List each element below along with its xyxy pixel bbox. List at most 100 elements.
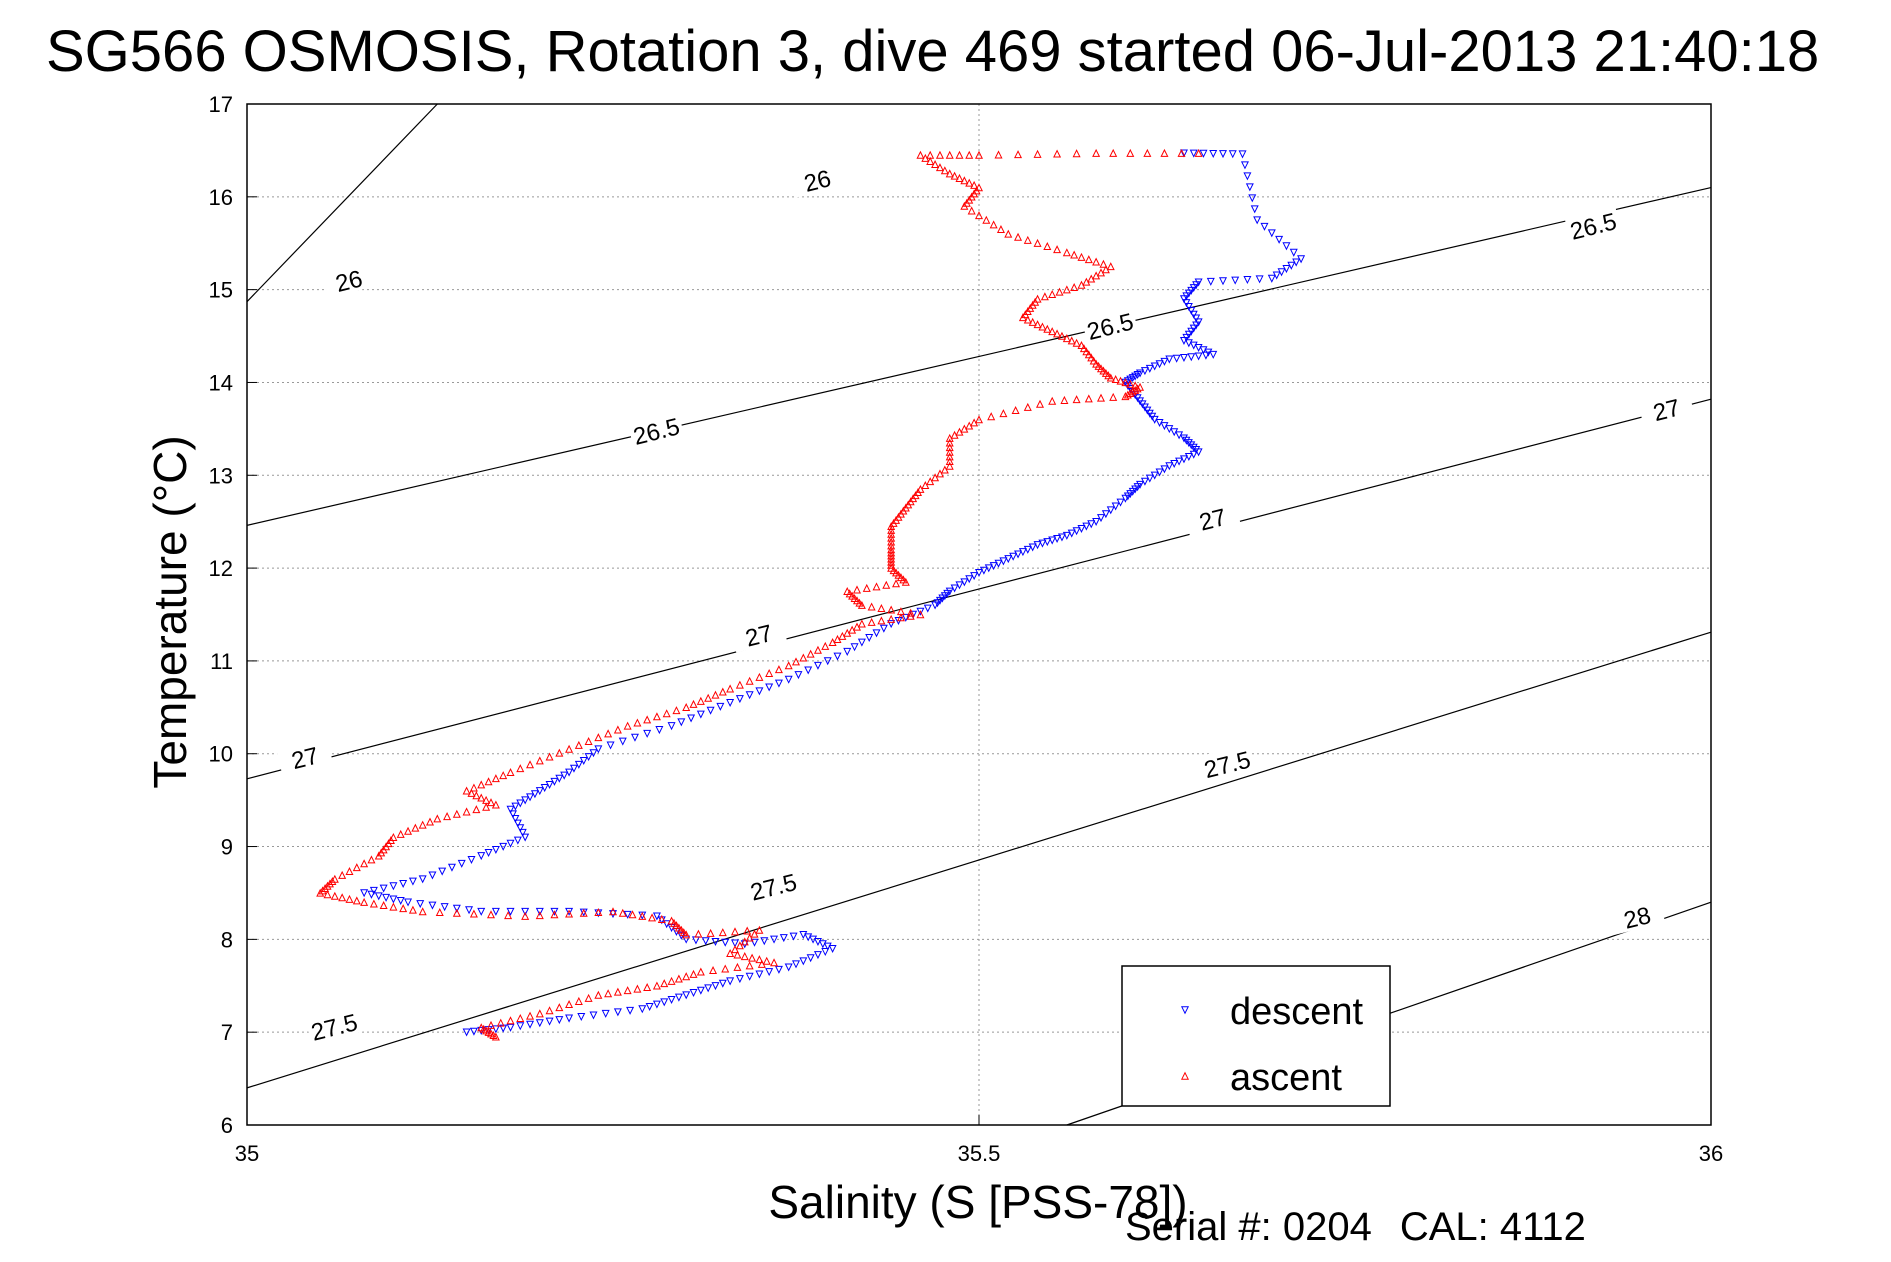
ascent-point <box>1070 282 1079 292</box>
ascent-point <box>352 863 361 872</box>
legend-box <box>1121 965 1391 1107</box>
ascent-point <box>1111 375 1120 384</box>
ascent-point <box>906 611 915 620</box>
ascent-point <box>887 605 896 614</box>
ascent-point <box>389 902 398 911</box>
ascent-point <box>965 421 974 430</box>
ascent-point <box>821 641 830 650</box>
ascent-point <box>1077 341 1086 350</box>
descent-point <box>1206 277 1215 286</box>
ascent-point <box>945 169 954 178</box>
descent-point <box>779 934 788 943</box>
ascent-point <box>452 809 461 818</box>
ascent-point <box>516 764 525 773</box>
ascent-point <box>743 926 752 935</box>
descent-point <box>521 907 530 916</box>
descent-point <box>857 638 866 647</box>
descent-point <box>545 1017 554 1026</box>
ascent-point <box>477 793 486 802</box>
ascent-point <box>526 760 535 769</box>
density-contour-27.5 <box>246 631 1712 1089</box>
ascent-point <box>535 756 544 765</box>
y-tick-label: 9 <box>221 835 233 860</box>
descent-point <box>931 601 940 610</box>
ascent-point <box>396 829 405 838</box>
descent-point <box>626 1006 635 1015</box>
contour-label-bg <box>730 614 787 653</box>
descent-point <box>1250 205 1259 214</box>
ascent-point <box>1116 376 1125 385</box>
ascent-point <box>965 195 974 204</box>
descent-point <box>1121 494 1130 503</box>
descent-point <box>1187 353 1196 362</box>
x-tick-label: 35 <box>235 1141 259 1166</box>
descent-point <box>706 706 715 715</box>
ascent-point <box>1053 329 1062 338</box>
ascent-point <box>1099 259 1108 268</box>
y-tick-label: 12 <box>209 556 233 581</box>
ascent-point <box>721 964 730 973</box>
descent-point <box>1179 354 1188 363</box>
ascent-point <box>682 703 691 712</box>
ascent-point <box>1043 324 1052 333</box>
descent-point <box>511 815 520 824</box>
ascent-point <box>1072 149 1081 158</box>
descent-point <box>1231 276 1240 285</box>
descent-point <box>689 989 698 998</box>
ascent-point <box>496 1018 505 1027</box>
ascent-point <box>1077 280 1086 289</box>
ascent-point <box>1067 336 1076 345</box>
descent-point <box>618 737 627 746</box>
descent-point <box>491 907 500 916</box>
ascent-point <box>550 910 559 919</box>
ascent-point <box>901 577 910 586</box>
contour-label: 27 <box>1197 504 1229 537</box>
ascent-point <box>623 986 632 995</box>
ascent-point <box>504 911 513 920</box>
contour-label: 27.5 <box>748 869 800 907</box>
ascent-point <box>1035 399 1045 408</box>
ascent-point <box>1092 257 1101 266</box>
ascent-point <box>1084 394 1093 403</box>
ascent-point <box>486 1020 496 1029</box>
descent-point <box>484 849 493 858</box>
descent-point <box>1062 531 1071 540</box>
descent-point <box>521 833 530 842</box>
descent-point <box>1228 150 1237 159</box>
contour-label-bg <box>1081 305 1139 344</box>
ascent-point <box>887 537 896 546</box>
ascent-point <box>765 668 774 677</box>
ascent-point <box>1194 148 1203 157</box>
ascent-point <box>945 438 954 447</box>
ascent-point <box>1033 294 1042 303</box>
ascent-point <box>535 911 544 920</box>
descent-point <box>1201 351 1210 360</box>
ascent-point <box>338 893 347 902</box>
serial-number: Serial #: 0204 <box>1125 1205 1372 1249</box>
ascent-point <box>1048 289 1057 298</box>
ascent-point <box>408 905 417 914</box>
descent-point <box>467 855 476 865</box>
ascent-point <box>694 929 703 938</box>
descent-point <box>1182 436 1191 445</box>
descent-point <box>613 1008 622 1017</box>
ascent-point <box>618 908 627 917</box>
descent-point <box>667 995 676 1005</box>
ascent-point <box>1072 338 1081 347</box>
ascent-point <box>633 718 642 727</box>
descent-point <box>535 907 544 916</box>
descent-point <box>1243 276 1252 285</box>
ascent-point <box>872 582 881 591</box>
descent-point <box>726 977 735 986</box>
ascent-point <box>1079 344 1088 353</box>
ascent-point <box>726 684 735 693</box>
ascent-point <box>974 150 984 159</box>
ascent-point <box>935 469 944 478</box>
descent-point <box>477 907 486 916</box>
ascent-point <box>484 777 493 786</box>
descent-point <box>760 937 769 946</box>
descent-point <box>770 935 779 944</box>
ascent-point <box>1033 238 1042 247</box>
ascent-point <box>833 634 842 643</box>
calibration: CAL: 4112 <box>1399 1205 1586 1249</box>
